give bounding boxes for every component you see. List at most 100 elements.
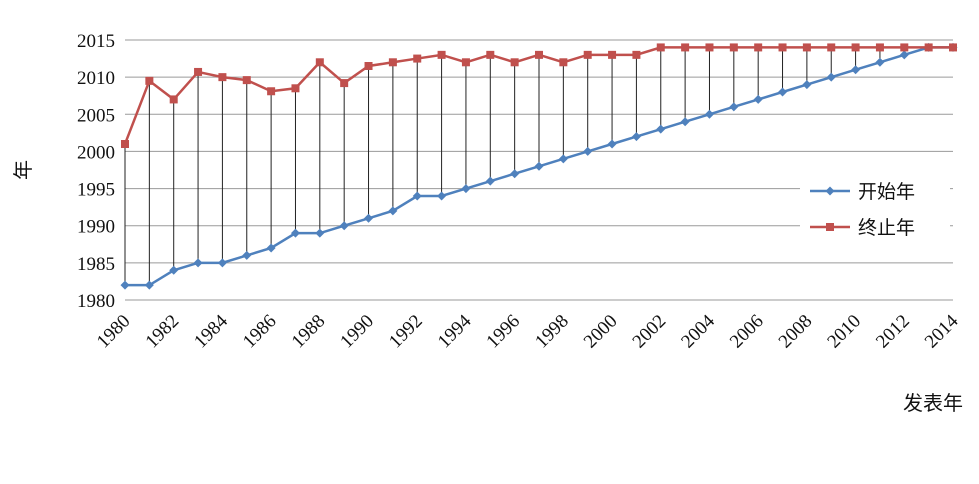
- data-point: [753, 94, 763, 104]
- data-point: [802, 80, 812, 90]
- data-point: [681, 43, 690, 52]
- drop-lines: [124, 47, 905, 286]
- data-point: [339, 221, 349, 231]
- x-tick-label: 2004: [677, 310, 719, 352]
- y-tick-label: 1980: [77, 291, 115, 312]
- y-tick-label: 1990: [77, 217, 115, 238]
- series-layer: [120, 42, 958, 290]
- data-point: [656, 43, 665, 52]
- y-tick-label: 2005: [77, 105, 115, 126]
- x-tick-label: 2002: [629, 311, 671, 353]
- data-point: [729, 102, 739, 112]
- data-point: [875, 57, 885, 67]
- data-point: [412, 191, 422, 201]
- data-point: [583, 50, 592, 59]
- data-point: [875, 43, 884, 52]
- x-tick-label: 1996: [482, 311, 524, 353]
- data-point: [266, 243, 276, 253]
- data-point: [461, 58, 470, 67]
- data-point: [510, 169, 520, 179]
- data-point: [218, 73, 227, 82]
- x-tick-label: 1984: [190, 310, 232, 352]
- x-tick-label: 1988: [288, 311, 330, 353]
- data-point: [340, 79, 349, 88]
- data-point: [144, 280, 154, 290]
- x-tick-label: 1986: [239, 311, 281, 353]
- data-point: [900, 43, 909, 52]
- x-tick-label: 1980: [93, 311, 135, 353]
- data-point: [315, 58, 324, 67]
- y-axis-title: 年: [12, 160, 35, 180]
- data-point: [827, 43, 836, 52]
- y-tick-label: 2010: [77, 68, 115, 89]
- legend-marker: [825, 186, 835, 196]
- data-point: [899, 50, 909, 60]
- data-point: [486, 50, 495, 59]
- data-point: [121, 140, 129, 148]
- data-point: [461, 184, 471, 194]
- data-point: [680, 117, 690, 127]
- y-tick-labels: 1980 1985 1990 1995 2000 2005 2010 2015: [77, 31, 115, 312]
- data-point: [729, 43, 738, 52]
- data-point: [778, 87, 788, 97]
- data-point: [608, 50, 617, 59]
- x-tick-label: 1992: [385, 311, 427, 353]
- data-point: [851, 65, 861, 75]
- x-tick-label: 2010: [823, 311, 865, 353]
- legend-marker: [826, 223, 834, 231]
- data-point: [778, 43, 787, 52]
- data-point: [510, 58, 519, 67]
- data-point: [437, 191, 447, 201]
- data-point: [705, 43, 714, 52]
- data-point: [169, 265, 179, 275]
- data-point: [315, 228, 325, 238]
- data-point: [364, 62, 373, 70]
- data-point: [583, 146, 593, 156]
- data-point: [558, 154, 568, 164]
- y-tick-label: 2000: [77, 142, 115, 163]
- data-point: [364, 213, 374, 223]
- y-tick-label: 1985: [77, 254, 115, 275]
- data-point: [949, 43, 957, 52]
- legend-box: [800, 172, 950, 242]
- x-tick-label: 2006: [726, 311, 768, 353]
- legend-label: 终止年: [858, 217, 915, 239]
- y-tick-label: 1995: [77, 180, 115, 201]
- data-point: [388, 58, 397, 67]
- data-point: [242, 250, 252, 260]
- x-tick-label: 2000: [580, 311, 622, 353]
- x-tick-label: 2012: [872, 311, 914, 353]
- data-point: [924, 43, 933, 52]
- x-tick-labels: 1980 1982 1984 1986 1988 1990 1992 1994 1996 1998…: [93, 310, 963, 352]
- data-point: [632, 50, 641, 59]
- data-point: [145, 76, 154, 85]
- data-point: [485, 176, 495, 186]
- x-tick-label: 1982: [142, 311, 184, 353]
- x-tick-label: 1994: [434, 310, 476, 352]
- data-point: [607, 139, 617, 149]
- data-point: [290, 228, 300, 238]
- data-point: [388, 206, 398, 216]
- data-point: [704, 109, 714, 119]
- x-tick-label: 1998: [531, 311, 573, 353]
- x-axis-title: 发表年: [903, 392, 963, 415]
- data-point: [826, 72, 836, 82]
- data-point: [656, 124, 666, 134]
- data-point: [242, 76, 251, 85]
- x-tick-label: 2008: [775, 311, 817, 353]
- data-point: [851, 43, 860, 52]
- x-tick-label: 2014: [921, 310, 963, 352]
- data-point: [169, 95, 178, 104]
- data-point: [437, 50, 446, 59]
- legend-label: 开始年: [858, 181, 915, 203]
- data-point: [194, 67, 203, 76]
- x-tick-label: 1990: [336, 311, 378, 353]
- data-point: [217, 258, 227, 268]
- y-tick-label: 2015: [77, 31, 115, 52]
- data-point: [291, 84, 300, 93]
- data-point: [267, 87, 276, 96]
- data-point: [413, 54, 422, 63]
